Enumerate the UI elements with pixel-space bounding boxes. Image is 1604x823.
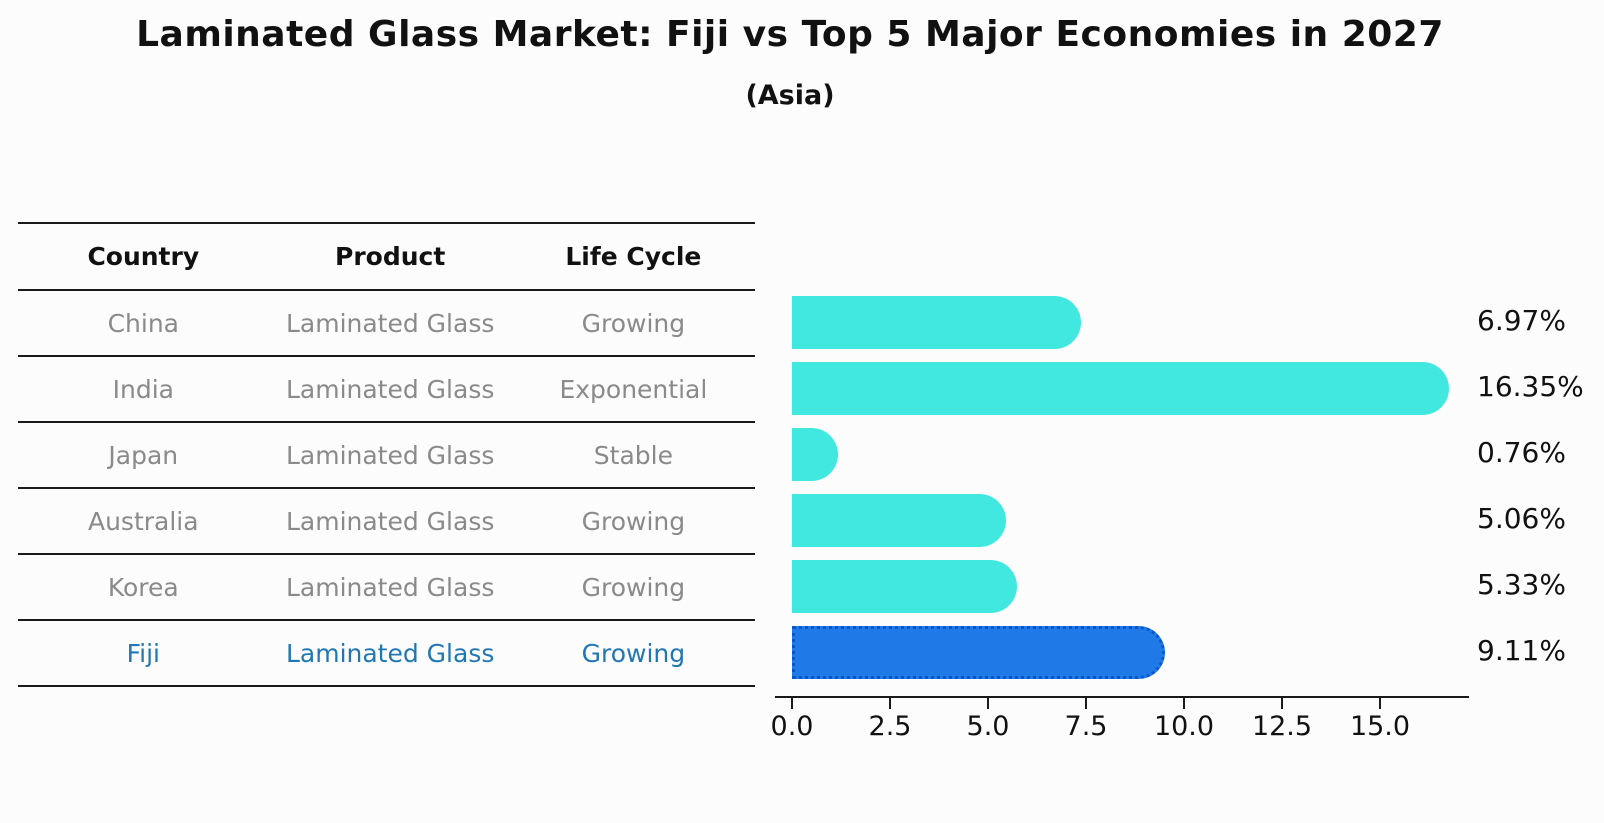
cell-product: Laminated Glass — [285, 374, 495, 404]
table-row-australia: Australia Laminated Glass Growing — [18, 489, 755, 555]
cell-product: Laminated Glass — [285, 440, 495, 470]
x-tick-label: 0.0 — [770, 711, 814, 742]
cell-product: Laminated Glass — [285, 638, 495, 668]
cell-country: Fiji — [126, 638, 160, 668]
cell-product: Laminated Glass — [285, 572, 495, 602]
cell-country: India — [112, 374, 174, 404]
x-tick-label: 15.0 — [1349, 711, 1411, 742]
x-tick-label: 10.0 — [1153, 711, 1215, 742]
bar-value-china: 6.97% — [1477, 304, 1566, 337]
cell-life-cycle: Stable — [593, 440, 673, 470]
cell-product: Laminated Glass — [285, 506, 495, 536]
table-header-country: Country — [87, 242, 200, 271]
bar-value-japan: 0.76% — [1477, 436, 1566, 469]
bar-australia — [792, 494, 1006, 547]
x-tick — [1085, 698, 1087, 709]
cell-country: China — [107, 308, 179, 338]
x-tick — [889, 698, 891, 709]
cell-life-cycle: Growing — [581, 506, 686, 536]
table-row-korea: Korea Laminated Glass Growing — [18, 555, 755, 621]
x-tick — [791, 698, 793, 709]
table-header-life-cycle: Life Cycle — [565, 242, 702, 271]
cell-life-cycle: Growing — [581, 308, 686, 338]
table-row-china: China Laminated Glass Growing — [18, 291, 755, 357]
table-row-fiji: Fiji Laminated Glass Growing — [18, 621, 755, 687]
cell-life-cycle: Growing — [581, 638, 686, 668]
cell-country: Korea — [107, 572, 179, 602]
x-tick-label: 12.5 — [1251, 711, 1313, 742]
chart-subtitle: (Asia) — [745, 80, 835, 111]
bar-value-india: 16.35% — [1477, 370, 1584, 403]
cell-life-cycle: Exponential — [559, 374, 708, 404]
cell-product: Laminated Glass — [285, 308, 495, 338]
x-tick-label: 5.0 — [966, 711, 1010, 742]
bar-value-australia: 5.06% — [1477, 502, 1566, 535]
table-row-india: India Laminated Glass Exponential — [18, 357, 755, 423]
table-row-japan: Japan Laminated Glass Stable — [18, 423, 755, 489]
cell-country: Japan — [108, 440, 179, 470]
x-axis-line — [775, 696, 1469, 698]
table-header-product: Product — [335, 242, 446, 271]
x-tick-label: 2.5 — [868, 711, 912, 742]
comparison-table: Country Product Life Cycle China Laminated G… — [18, 222, 755, 687]
chart-title: Laminated Glass Market: Fiji vs Top 5 Ma… — [136, 14, 1444, 55]
x-tick-label: 7.5 — [1064, 711, 1108, 742]
bar-value-korea: 5.33% — [1477, 568, 1566, 601]
bar-china — [792, 296, 1081, 349]
bar-fiji — [792, 626, 1165, 679]
bar-korea — [792, 560, 1017, 613]
x-tick — [987, 698, 989, 709]
x-tick — [1281, 698, 1283, 709]
cell-life-cycle: Growing — [581, 572, 686, 602]
bar-value-fiji: 9.11% — [1477, 634, 1566, 667]
bar-japan — [792, 428, 838, 481]
cell-country: Australia — [87, 506, 199, 536]
bar-india — [792, 362, 1449, 415]
table-header-row: Country Product Life Cycle — [18, 224, 755, 291]
x-tick — [1183, 698, 1185, 709]
x-tick — [1379, 698, 1381, 709]
